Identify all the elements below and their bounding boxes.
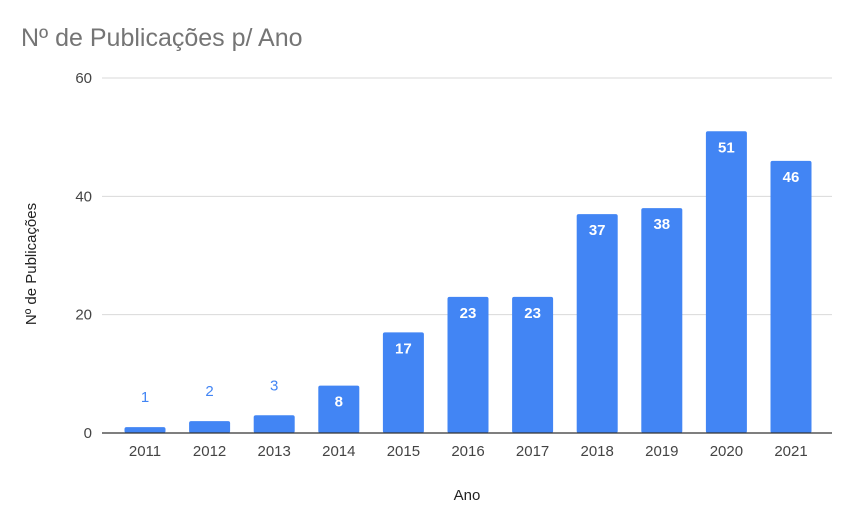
y-axis-ticks: 0 20 40 60 <box>75 70 92 442</box>
chart-title: Nº de Publicações p/ Ano <box>21 24 303 52</box>
x-tick-label: 2019 <box>645 443 678 460</box>
y-tick-label: 40 <box>75 188 92 205</box>
bar <box>189 421 231 433</box>
data-label: 38 <box>653 216 670 233</box>
x-tick-label: 2012 <box>193 443 226 460</box>
y-tick-label: 20 <box>75 307 92 324</box>
x-tick-label: 2013 <box>258 443 291 460</box>
x-tick-label: 2017 <box>516 443 549 460</box>
y-axis-title: Nº de Publicações <box>23 203 40 325</box>
data-label: 23 <box>524 305 541 322</box>
bar <box>705 131 747 433</box>
bar <box>318 385 360 433</box>
bar <box>512 296 554 433</box>
data-label: 8 <box>335 394 343 411</box>
bar <box>770 160 812 434</box>
bar <box>124 427 166 433</box>
x-axis-title: Ano <box>454 487 481 504</box>
bar <box>382 332 424 433</box>
bar <box>253 415 295 433</box>
x-tick-label: 2014 <box>322 443 355 460</box>
data-label: 51 <box>718 139 735 156</box>
bar <box>576 214 618 433</box>
data-label: 17 <box>395 340 412 357</box>
y-tick-label: 0 <box>84 425 92 442</box>
data-label: 1 <box>141 389 149 406</box>
x-tick-label: 2021 <box>774 443 807 460</box>
x-tick-label: 2015 <box>387 443 420 460</box>
data-label: 37 <box>589 222 606 239</box>
data-label: 23 <box>460 305 477 322</box>
bar <box>641 208 683 433</box>
bar <box>447 296 489 433</box>
x-tick-label: 2020 <box>710 443 743 460</box>
x-axis-ticks: 2011 2012 2013 2014 2015 2016 2017 2018 2019 2020… <box>129 443 808 460</box>
data-label: 3 <box>270 377 278 394</box>
x-tick-label: 2018 <box>581 443 614 460</box>
data-label: 46 <box>783 169 800 186</box>
x-tick-label: 2011 <box>129 443 161 460</box>
bars <box>124 131 812 434</box>
y-tick-label: 60 <box>75 70 92 87</box>
data-label: 2 <box>205 383 213 400</box>
x-tick-label: 2016 <box>451 443 484 460</box>
